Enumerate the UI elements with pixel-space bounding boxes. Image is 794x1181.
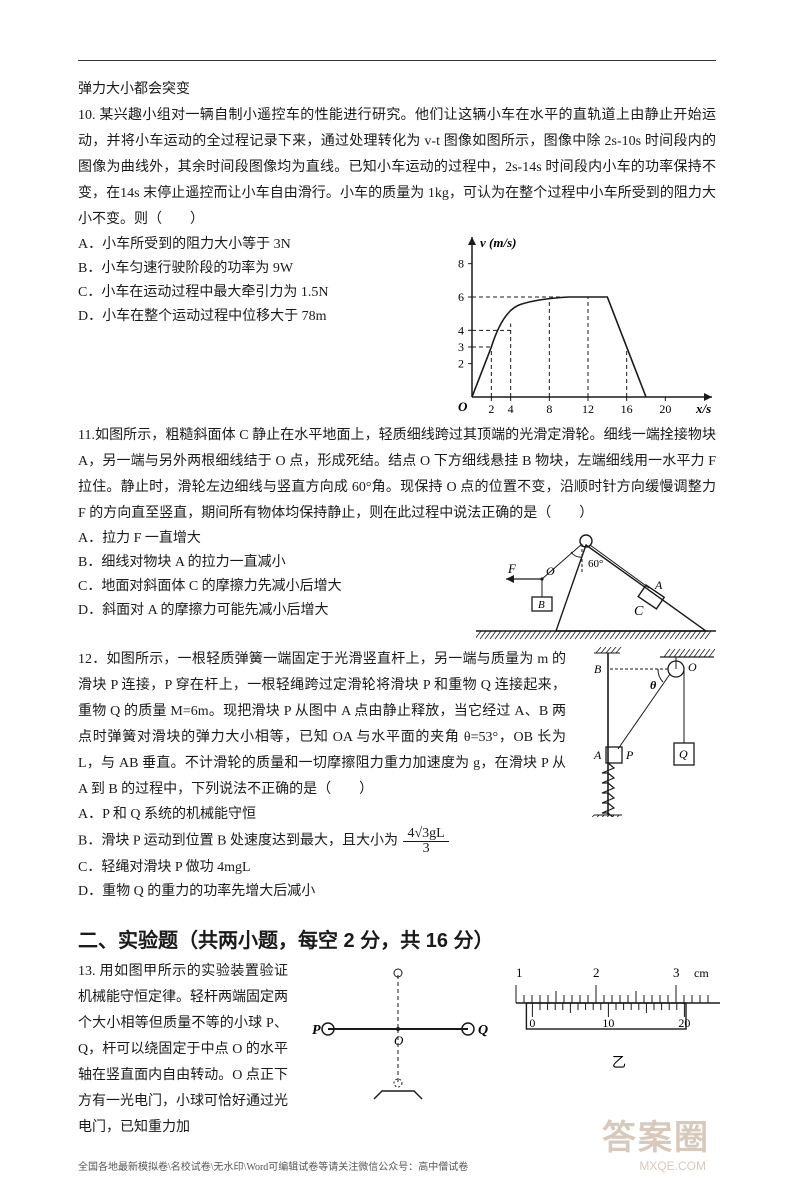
svg-text:20: 20 — [678, 1016, 690, 1030]
svg-text:P: P — [625, 748, 634, 762]
top-rule — [78, 60, 716, 61]
q11-row: A．拉力 F 一直增大 B．细线对物块 A 的拉力一直减小 C．地面对斜面体 C… — [78, 527, 716, 647]
svg-text:B: B — [538, 599, 545, 611]
svg-text:3: 3 — [458, 340, 464, 354]
q13-fig-right: 1 2 3 cm 0 10 20 乙 — [508, 959, 728, 1079]
svg-text:12: 12 — [582, 402, 594, 416]
svg-text:cm: cm — [694, 966, 709, 980]
svg-text:Q: Q — [679, 747, 688, 761]
vt-chart: v (m/s)x/sO23468248121620 — [436, 233, 716, 423]
q10-stem: 10. 某兴趣小组对一辆自制小遥控车的性能进行研究。他们让这辆小车在水平的直轨道… — [78, 103, 716, 233]
svg-text:60°: 60° — [588, 558, 603, 570]
incline-diagram: CA 60° O B F — [476, 527, 716, 647]
q11-opt-b: B．细线对物块 A 的拉力一直减小 — [78, 551, 466, 575]
svg-text:F: F — [507, 561, 517, 576]
q10-stem-text: 10. 某兴趣小组对一辆自制小遥控车的性能进行研究。他们让这辆小车在水平的直轨道… — [78, 108, 716, 227]
svg-text:O: O — [394, 1033, 404, 1048]
q12-text: 12．如图所示，一根轻质弹簧一端固定于光滑竖直杆上，另一端与质量为 m 的滑块 … — [78, 647, 566, 904]
svg-text:8: 8 — [458, 257, 464, 271]
svg-text:O: O — [546, 564, 555, 578]
svg-text:4: 4 — [458, 323, 464, 337]
svg-text:0: 0 — [529, 1016, 535, 1030]
q12-opt-c: C．轻绳对滑块 P 做功 4mgL — [78, 856, 566, 880]
svg-text:θ: θ — [650, 678, 657, 692]
q12-opt-d: D．重物 Q 的重力的功率先增大后减小 — [78, 880, 566, 904]
svg-text:v (m/s): v (m/s) — [480, 235, 516, 250]
svg-text:4: 4 — [508, 402, 514, 416]
q10-chart: v (m/s)x/sO23468248121620 — [436, 233, 716, 423]
q11-stem: 11.如图所示，粗糙斜面体 C 静止在水平地面上，轻质细线跨过其顶端的光滑定滑轮… — [78, 423, 716, 527]
svg-text:1: 1 — [516, 965, 523, 980]
svg-text:8: 8 — [546, 402, 552, 416]
q12-frac: 4√3gL 3 — [401, 827, 450, 856]
svg-text:3: 3 — [673, 965, 680, 980]
svg-text:20: 20 — [659, 402, 671, 416]
svg-text:P: P — [312, 1023, 321, 1038]
q10-opt-c: C．小车在运动过程中最大牵引力为 1.5N — [78, 281, 426, 305]
q12-stem: 12．如图所示，一根轻质弹簧一端固定于光滑竖直杆上，另一端与质量为 m 的滑块 … — [78, 647, 566, 803]
svg-text:B: B — [594, 662, 602, 676]
q11-opt-d: D．斜面对 A 的摩擦力可能先减小后增大 — [78, 599, 466, 623]
q13-text: 13. 用如图甲所示的实验装置验证机械能守恒定律。轻杆两端固定两个大小相等但质量… — [78, 959, 288, 1141]
spring-pulley-diagram: O B A Pθ Q — [576, 647, 716, 817]
svg-text:C: C — [634, 604, 644, 619]
svg-text:16: 16 — [621, 402, 633, 416]
q10-opt-d: D．小车在整个运动过程中位移大于 78m — [78, 305, 426, 329]
rotor-diagram: O P Q — [298, 959, 498, 1129]
vernier-diagram: 1 2 3 cm 0 10 20 乙 — [508, 959, 728, 1079]
q12-opt-a: A．P 和 Q 系统的机械能守恒 — [78, 803, 566, 827]
watermark-sub: MXQE.COM — [639, 1159, 706, 1173]
q12-frac-den: 3 — [403, 842, 448, 856]
q13-fig-left: O P Q — [298, 959, 498, 1129]
section-2-heading: 二、实验题（共两小题，每空 2 分，共 16 分） — [78, 924, 716, 953]
q12-fig: O B A Pθ Q — [576, 647, 716, 817]
q12-frac-num: 4√3gL — [403, 827, 448, 842]
q11-opts: A．拉力 F 一直增大 B．细线对物块 A 的拉力一直减小 C．地面对斜面体 C… — [78, 527, 466, 647]
svg-text:6: 6 — [458, 290, 464, 304]
svg-text:x/s: x/s — [695, 401, 711, 416]
q12-opt-b-pre: B．滑块 P 运动到位置 B 处速度达到最大，且大小为 — [78, 834, 401, 849]
q11-opt-a: A．拉力 F 一直增大 — [78, 527, 466, 551]
svg-text:O: O — [688, 660, 697, 674]
svg-text:10: 10 — [602, 1016, 614, 1030]
q10-opt-a: A．小车所受到的阻力大小等于 3N — [78, 233, 426, 257]
page-root: 弹力大小都会突变 10. 某兴趣小组对一辆自制小遥控车的性能进行研究。他们让这辆… — [0, 0, 794, 1181]
svg-text:2: 2 — [458, 357, 464, 371]
q13-row: 13. 用如图甲所示的实验装置验证机械能守恒定律。轻杆两端固定两个大小相等但质量… — [78, 959, 716, 1141]
svg-text:A: A — [654, 578, 663, 592]
svg-text:2: 2 — [488, 402, 494, 416]
svg-text:2: 2 — [593, 965, 600, 980]
q12-row: 12．如图所示，一根轻质弹簧一端固定于光滑竖直杆上，另一端与质量为 m 的滑块 … — [78, 647, 716, 904]
q10-row: A．小车所受到的阻力大小等于 3N B．小车匀速行驶阶段的功率为 9W C．小车… — [78, 233, 716, 423]
q12-opt-b: B．滑块 P 运动到位置 B 处速度达到最大，且大小为 4√3gL 3 — [78, 827, 566, 856]
svg-text:A: A — [593, 748, 602, 762]
svg-text:O: O — [458, 399, 468, 414]
q11-opt-c: C．地面对斜面体 C 的摩擦力先减小后增大 — [78, 575, 466, 599]
q11-fig: CA 60° O B F — [476, 527, 716, 647]
q10-opt-b: B．小车匀速行驶阶段的功率为 9W — [78, 257, 426, 281]
svg-text:Q: Q — [478, 1023, 488, 1038]
svg-text:乙: 乙 — [612, 1055, 626, 1071]
q13-stem: 13. 用如图甲所示的实验装置验证机械能守恒定律。轻杆两端固定两个大小相等但质量… — [78, 959, 288, 1141]
q9-tail: 弹力大小都会突变 — [78, 77, 716, 103]
q10-opts: A．小车所受到的阻力大小等于 3N B．小车匀速行驶阶段的功率为 9W C．小车… — [78, 233, 426, 423]
